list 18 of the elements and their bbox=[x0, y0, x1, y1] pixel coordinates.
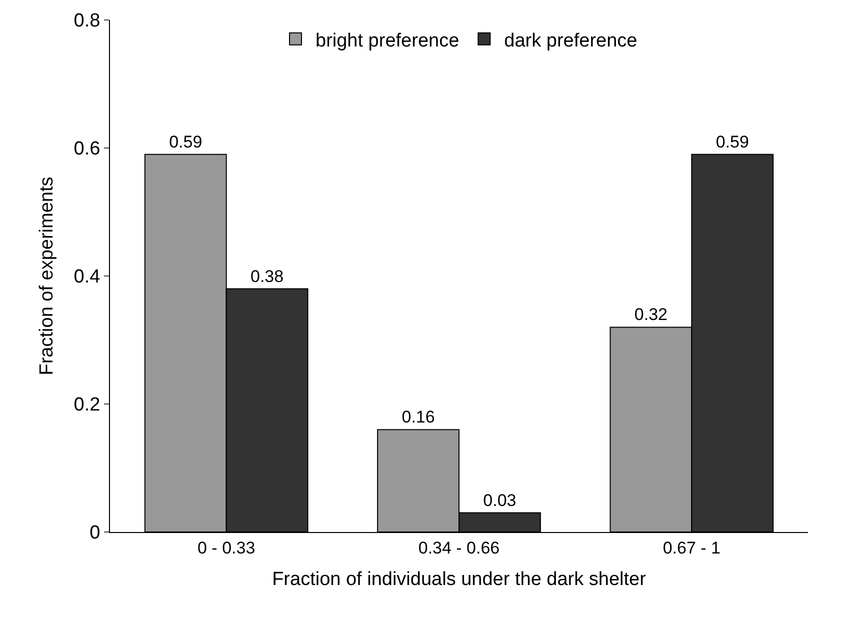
data-label: 0.59 bbox=[169, 132, 202, 152]
x-axis-title: Fraction of individuals under the dark shelter bbox=[272, 569, 647, 590]
legend-label: bright preference bbox=[316, 30, 460, 52]
legend-label: dark preference bbox=[504, 30, 638, 52]
y-tick-label: 0.8 bbox=[74, 10, 100, 32]
data-label: 0.32 bbox=[634, 305, 668, 324]
data-label: 0.59 bbox=[716, 132, 749, 152]
y-tick-label: 0.6 bbox=[74, 138, 100, 160]
y-tick-label: 0.4 bbox=[74, 266, 101, 288]
y-tick-label: 0 bbox=[90, 522, 100, 544]
y-tick-label: 0.2 bbox=[74, 394, 100, 416]
y-axis-title: Fraction of experiments bbox=[36, 176, 58, 376]
x-tick-label: 0 - 0.33 bbox=[198, 538, 256, 558]
data-label: 0.16 bbox=[402, 408, 435, 427]
x-tick-label: 0.67 - 1 bbox=[662, 538, 720, 558]
data-label: 0.03 bbox=[483, 490, 516, 510]
x-tick-label: 0.34 - 0.66 bbox=[418, 538, 500, 558]
data-label: 0.38 bbox=[250, 266, 284, 286]
